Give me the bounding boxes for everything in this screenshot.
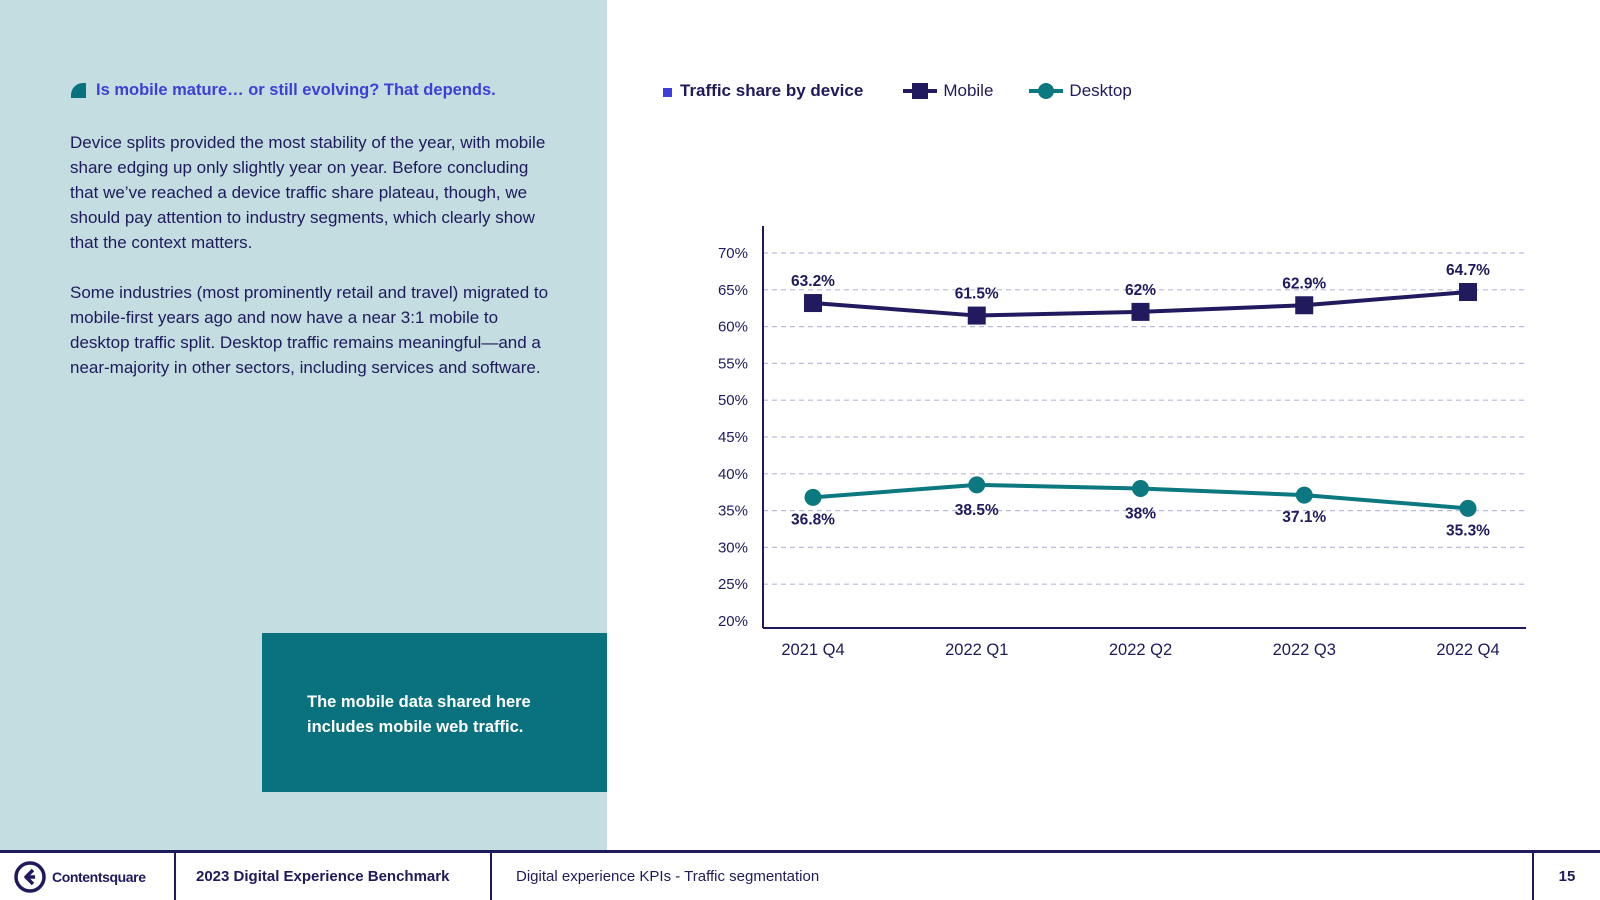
- desktop-point: [804, 488, 822, 506]
- contentsquare-logo-icon: [14, 860, 46, 893]
- y-tick-label: 45%: [718, 429, 748, 446]
- y-tick-label: 25%: [718, 576, 748, 593]
- footer-brand: Contentsquare: [14, 853, 174, 900]
- mobile-point: [1459, 283, 1477, 302]
- footer-report: 2023 Digital Experience Benchmark: [174, 853, 490, 900]
- legend-square-icon: [663, 88, 672, 97]
- data-label: 35.3%: [1446, 522, 1490, 539]
- chart-title: Traffic share by device: [680, 81, 864, 100]
- legend-item-mobile: Mobile: [903, 81, 993, 101]
- line-chart: 20% 25% 30% 35% 40% 45% 50% 55% 60% 65% 70% 2021 Q4…: [718, 226, 1526, 659]
- y-tick-label: 60%: [718, 319, 748, 336]
- body-text: Device splits provided the most stabilit…: [70, 130, 550, 405]
- footer: Contentsquare 2023 Digital Experience Be…: [0, 850, 1600, 900]
- data-label: 37.1%: [1282, 509, 1326, 526]
- y-tick-label: 40%: [718, 466, 748, 483]
- legend-item-desktop: Desktop: [1029, 81, 1132, 101]
- mobile-point: [1295, 296, 1314, 315]
- data-label: 36.8%: [791, 511, 835, 528]
- data-label: 38.5%: [955, 502, 999, 519]
- data-label: 64.7%: [1446, 262, 1490, 279]
- y-tick-label: 30%: [718, 539, 748, 556]
- footer-section: Digital experience KPIs - Traffic segmen…: [490, 853, 1532, 900]
- chart-legend: Traffic share by device Mobile Desktop: [663, 79, 1168, 103]
- y-tick-label: 55%: [718, 355, 748, 372]
- mobile-point: [804, 294, 822, 313]
- y-tick-label: 65%: [718, 282, 748, 299]
- square-marker-icon: [903, 83, 938, 99]
- data-label: 63.2%: [791, 273, 835, 290]
- brand-name: Contentsquare: [52, 868, 146, 885]
- circle-marker-icon: [1029, 83, 1064, 99]
- left-panel: Is mobile mature… or still evolving? Tha…: [0, 0, 607, 850]
- quarter-circle-icon: [71, 83, 86, 98]
- data-label: 38%: [1125, 506, 1156, 523]
- kicker: Is mobile mature… or still evolving? Tha…: [70, 81, 496, 100]
- y-tick-label: 70%: [718, 245, 748, 262]
- kicker-text: Is mobile mature… or still evolving? Tha…: [96, 81, 496, 99]
- y-tick-label: 20%: [718, 613, 748, 630]
- legend-label-desktop: Desktop: [1069, 81, 1132, 100]
- desktop-point: [1132, 480, 1149, 498]
- desktop-point: [1295, 486, 1313, 504]
- y-tick-label: 50%: [718, 392, 748, 409]
- x-tick-label: 2022 Q2: [1109, 641, 1172, 659]
- page-number: 15: [1532, 853, 1600, 900]
- x-tick-label: 2021 Q4: [781, 641, 844, 659]
- x-tick-label: 2022 Q1: [945, 641, 1008, 659]
- x-tick-label: 2022 Q4: [1436, 641, 1499, 659]
- x-tick-label: 2022 Q3: [1273, 641, 1336, 659]
- y-tick-label: 35%: [718, 503, 748, 520]
- legend-label-mobile: Mobile: [943, 81, 994, 100]
- mobile-point: [967, 306, 986, 325]
- data-label: 62.9%: [1282, 275, 1326, 292]
- paragraph-1: Device splits provided the most stabilit…: [70, 133, 546, 252]
- mobile-point: [1131, 302, 1150, 321]
- data-label: 61.5%: [955, 286, 999, 303]
- desktop-point: [1459, 499, 1477, 517]
- note-box: The mobile data shared here includes mob…: [262, 633, 607, 792]
- desktop-point: [968, 476, 986, 494]
- data-label: 62%: [1125, 282, 1156, 299]
- paragraph-2: Some industries (most prominently retail…: [70, 283, 549, 377]
- note-text: The mobile data shared here includes mob…: [307, 693, 531, 736]
